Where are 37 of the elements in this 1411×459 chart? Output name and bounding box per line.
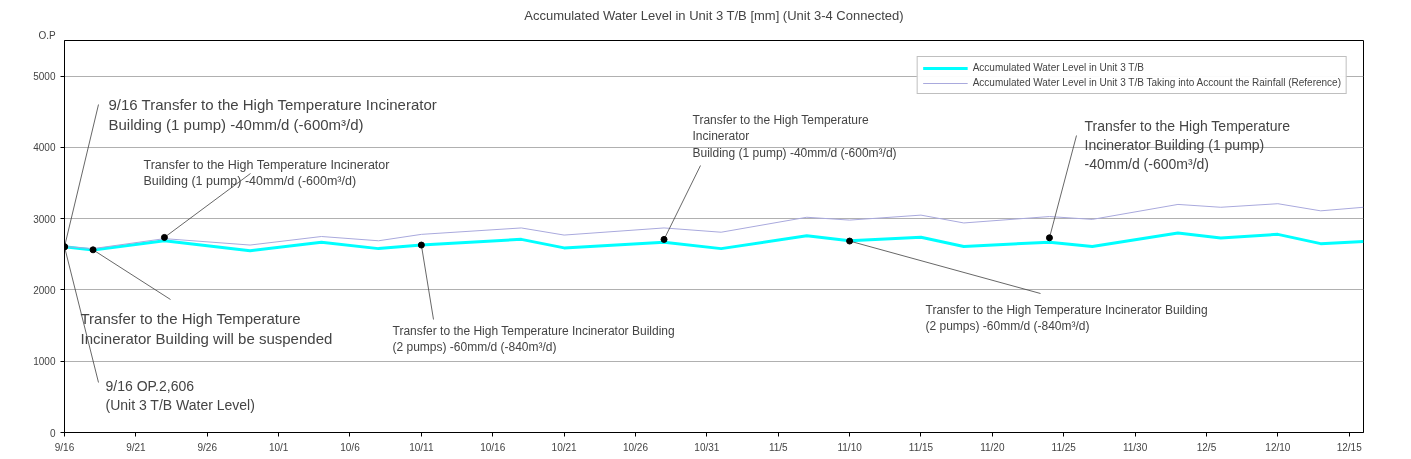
y-axis-title: O.P bbox=[38, 29, 57, 41]
x-tick-label: 9/21 bbox=[126, 441, 147, 453]
x-tick-label: 9/16 bbox=[54, 441, 75, 453]
x-tick-label: 10/11 bbox=[409, 441, 434, 453]
x-tick-label: 12/15 bbox=[1336, 441, 1363, 453]
x-tick-label: 12/5 bbox=[1196, 441, 1217, 453]
annotation: Transfer to the High Temperature Incinerator Building will be suspended bbox=[80, 309, 333, 347]
chart-title: Accumulated Water Level in Unit 3 T/B [mm] (Unit 3-4 Connected) bbox=[524, 7, 904, 23]
legend-label: Accumulated Water Level in Unit 3 T/B Taking into Account the Rainfall (Reference) bbox=[972, 77, 1341, 88]
annotation: Transfer to the High Temperature Incinerator Building (2 pumps) -60mm/d (-840m³/d) bbox=[925, 302, 1208, 334]
annotation: Transfer to the High Temperature Incinerator Building (2 pumps) -60mm/d (-840m³/d) bbox=[392, 323, 675, 355]
x-tick-label: 12/10 bbox=[1265, 441, 1291, 453]
y-tick-label: 1000 bbox=[33, 356, 56, 368]
x-tick-label: 10/6 bbox=[340, 441, 361, 453]
annotation: 9/16 OP.2,606 (Unit 3 T/B Water Level) bbox=[105, 377, 255, 413]
legend-label: Accumulated Water Level in Unit 3 T/B bbox=[972, 62, 1144, 73]
y-tick-label: 2000 bbox=[33, 284, 56, 296]
x-tick-label: 11/15 bbox=[908, 441, 934, 453]
y-tick-label: 0 bbox=[49, 427, 56, 439]
x-tick-label: 10/1 bbox=[268, 441, 289, 453]
x-tick-label: 10/21 bbox=[551, 441, 578, 453]
x-tick-label: 10/26 bbox=[622, 441, 649, 453]
annotation: Transfer to the High Temperature Incinerator Building (1 pump) -40mm/d (-600m³/d) bbox=[143, 157, 390, 189]
annotation: Transfer to the High Temperature Incinerator Building (1 pump) -40mm/d (-600m³/d) bbox=[1084, 117, 1291, 172]
annotation: Transfer to the High Temperature Incinerator Building (1 pump) -40mm/d (-600m³/d) bbox=[692, 112, 897, 161]
x-tick-label: 11/20 bbox=[980, 441, 1005, 453]
x-tick-label: 11/30 bbox=[1122, 441, 1148, 453]
x-tick-label: 11/25 bbox=[1051, 441, 1077, 453]
annotation: 9/16 Transfer to the High Temperature Incinerator Building (1 pump) -40mm/d (-600m³/d) bbox=[108, 95, 437, 133]
x-tick-label: 11/5 bbox=[768, 441, 789, 453]
y-tick-label: 5000 bbox=[33, 71, 56, 83]
y-tick-label: 4000 bbox=[33, 142, 56, 154]
y-tick-label: 3000 bbox=[33, 213, 56, 225]
x-tick-label: 11/10 bbox=[837, 441, 863, 453]
x-tick-label: 10/31 bbox=[694, 441, 720, 453]
x-tick-label: 10/16 bbox=[480, 441, 506, 453]
x-tick-label: 9/26 bbox=[197, 441, 218, 453]
